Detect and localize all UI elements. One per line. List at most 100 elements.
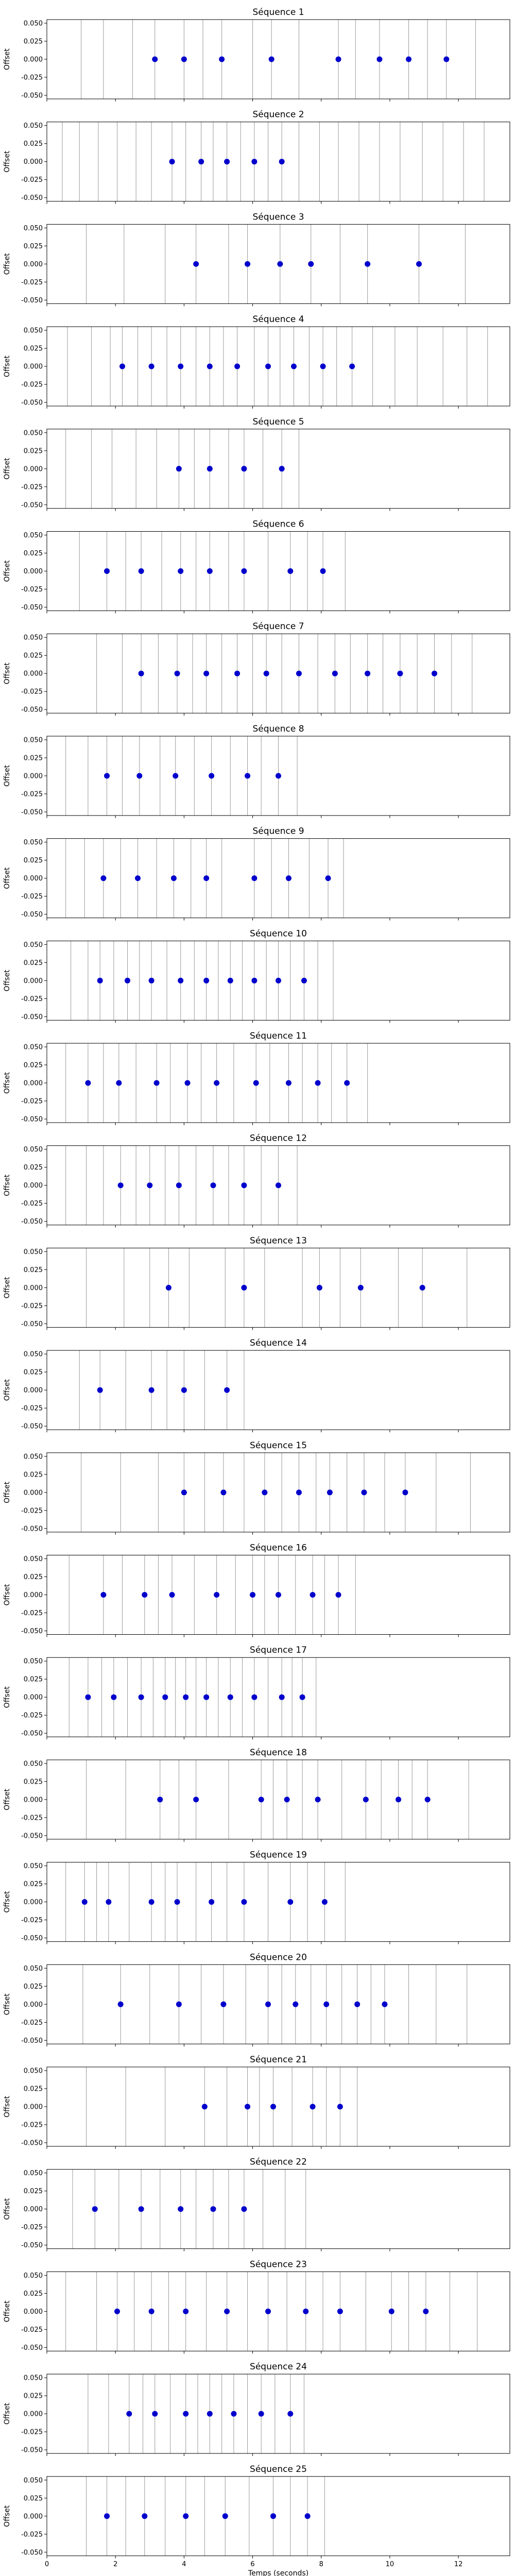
y-tick-label: 0.050 [24,1760,43,1768]
y-tick-label: 0.050 [24,532,43,539]
data-point [337,2104,343,2110]
y-tick-label: 0.000 [24,2104,43,2111]
y-tick-label: 0.025 [24,1062,43,1070]
data-point [184,1080,191,1086]
subplot-title: Séquence 6 [252,519,304,530]
data-point [315,1797,321,1803]
y-tick-label: 0.025 [24,1369,43,1377]
y-tick-label: -0.025 [21,1609,43,1617]
data-point [138,568,144,574]
y-tick-label: 0.025 [24,754,43,762]
data-point [270,2104,277,2110]
data-point [268,56,274,62]
x-tick-label: 8 [319,2561,323,2568]
y-tick-label: -0.050 [21,1116,43,1124]
plot-frame [46,2374,510,2454]
y-tick-label: -0.050 [21,1013,43,1021]
y-tick-label: 0.050 [24,1658,43,1666]
data-point [357,1284,364,1291]
data-point [327,1489,333,1496]
y-axis-label: Offset [3,2403,11,2425]
data-point [290,363,297,369]
y-tick-label: 0.050 [24,941,43,949]
subplot-title: Séquence 25 [250,2464,307,2475]
y-tick-label: 0.050 [24,122,43,130]
y-tick-label: 0.050 [24,634,43,642]
data-point [176,2001,182,2007]
data-point [287,1899,294,1905]
y-tick-label: 0.000 [24,1796,43,1804]
data-point [224,159,230,165]
y-tick-label: -0.025 [21,2531,43,2538]
data-point [276,977,281,984]
y-tick-label: 0.050 [24,2375,43,2382]
data-point [310,2104,316,2110]
plot-frame [46,633,510,714]
y-tick-label: 0.050 [24,1862,43,1870]
plot-frame [46,1964,510,2044]
y-axis-label: Offset [3,1686,11,1708]
y-axis-label: Offset [3,2300,11,2323]
plot-frame [46,326,510,406]
data-point [181,56,187,62]
plot-frame [46,1247,510,1328]
y-tick-label: -0.050 [21,92,43,100]
data-point [165,1284,171,1291]
y-axis-label: Offset [3,2198,11,2220]
data-point [203,977,210,984]
data-point [250,1592,256,1598]
y-tick-label: -0.025 [21,1200,43,1208]
x-tick-label: 2 [113,2561,117,2568]
y-tick-label: 0.000 [24,2513,43,2520]
data-point [207,363,213,369]
data-point [245,773,251,779]
subplot-title: Séquence 17 [250,1645,307,1655]
data-point [183,2411,189,2417]
subplot-title: Séquence 21 [250,2055,307,2065]
y-tick-label: 0.000 [24,772,43,780]
x-tick-label: 4 [182,2561,186,2568]
data-point [152,2411,158,2417]
plot-frame [46,2169,510,2249]
y-tick-label: 0.000 [24,1182,43,1190]
y-tick-label: 0.025 [24,345,43,353]
data-point [234,670,241,676]
data-point [285,875,291,882]
data-point [241,1899,247,1905]
data-point [148,1387,154,1393]
subplot-21: Séquence 21 0.050 0.025 0.000 -0.025 -0.050 Of… [3,2055,510,2149]
data-point [231,2411,237,2417]
y-tick-label: 0.025 [24,1983,43,1991]
y-tick-label: -0.050 [21,911,43,919]
subplot-title: Séquence 24 [250,2362,307,2372]
subplot-8: Séquence 8 0.050 0.025 0.000 -0.025 -0.050 Off… [3,724,510,818]
data-point [251,1694,258,1700]
data-point [241,2206,247,2212]
data-point [293,2001,299,2007]
data-point [209,773,215,779]
data-point [363,1797,369,1803]
data-point [210,1182,216,1189]
data-point [265,2308,271,2314]
data-point [169,159,175,165]
y-axis-label: Offset [3,48,11,70]
data-point [276,1592,281,1598]
data-point [203,1694,210,1700]
data-point [279,466,285,472]
data-point [117,2001,124,2007]
data-point [138,1694,144,1700]
data-point [279,1694,285,1700]
data-point [241,1284,247,1291]
data-point [183,2513,189,2519]
y-tick-label: -0.050 [21,1218,43,1226]
y-tick-label: 0.050 [24,2170,43,2177]
x-tick-label: 12 [454,2561,463,2568]
y-tick-label: 0.000 [24,1387,43,1395]
subplot-title: Séquence 1 [252,7,304,18]
x-axis-label: Temps (seconds) [248,2569,308,2576]
y-axis-label: Offset [3,355,11,378]
y-tick-label: -0.025 [21,2224,43,2231]
subplot-title: Séquence 9 [252,826,304,837]
y-tick-label: 0.050 [24,2272,43,2280]
y-tick-label: -0.025 [21,2019,43,2027]
